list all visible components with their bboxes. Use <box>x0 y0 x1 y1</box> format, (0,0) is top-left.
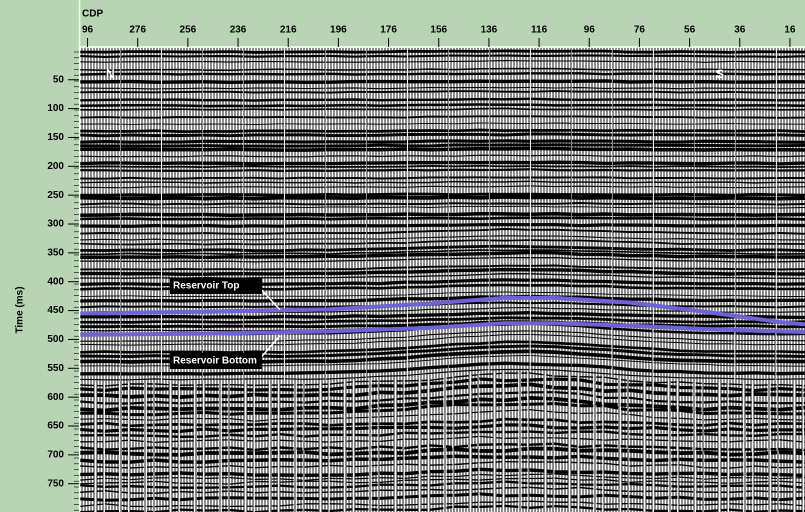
y-axis-label: Time (ms) <box>15 286 26 333</box>
y-tick-label: 500 <box>47 334 64 345</box>
legend-label: Reservoir Bottom <box>173 356 257 367</box>
reflector <box>80 73 805 74</box>
x-tick-label: 56 <box>684 25 696 36</box>
x-tick-label: 136 <box>481 25 498 36</box>
reflector <box>80 141 805 143</box>
x-tick-label: 196 <box>330 25 347 36</box>
south-label: S <box>716 67 724 81</box>
reflector <box>80 214 805 216</box>
reflector <box>80 134 805 136</box>
reflector <box>80 81 805 82</box>
y-tick-label: 550 <box>47 363 64 374</box>
y-tick-label: 100 <box>47 103 64 114</box>
x-tick-label: 116 <box>531 25 548 36</box>
y-tick-label: 50 <box>53 74 65 85</box>
y-tick-label: 250 <box>47 190 64 201</box>
x-tick-label: 256 <box>180 25 197 36</box>
y-tick-label: 350 <box>47 248 64 259</box>
x-tick-label: 276 <box>129 25 146 36</box>
x-tick-label: 156 <box>430 25 447 36</box>
reflector <box>80 51 805 53</box>
x-tick-label: 96 <box>584 25 596 36</box>
reflector <box>80 194 805 195</box>
x-axis-label: CDP <box>82 9 103 20</box>
reflector <box>80 99 805 101</box>
x-tick-label: 96 <box>82 25 94 36</box>
x-tick-label: 76 <box>634 25 646 36</box>
reflector <box>80 130 805 132</box>
reflector <box>80 149 805 151</box>
y-tick-label: 300 <box>47 219 64 230</box>
y-tick-label: 150 <box>47 132 64 143</box>
x-tick-label: 16 <box>784 25 796 36</box>
north-label: N <box>106 67 115 81</box>
x-tick-label: 176 <box>380 25 397 36</box>
x-tick-label: 216 <box>280 25 297 36</box>
reflector <box>80 145 805 146</box>
reflector <box>80 55 805 57</box>
reflector <box>80 197 805 199</box>
y-tick-label: 650 <box>47 421 64 432</box>
y-tick-label: 700 <box>47 450 64 461</box>
y-tick-label: 400 <box>47 276 64 287</box>
chart: CDP Time (ms) N S 50 100 150 200 250 300 350 40… <box>0 0 805 512</box>
x-tick-label: 36 <box>734 25 746 36</box>
reflector <box>80 203 805 205</box>
reflector <box>80 105 805 107</box>
x-tick-label: 236 <box>230 25 247 36</box>
reflector <box>80 218 805 220</box>
y-tick-label: 450 <box>47 305 64 316</box>
y-tick-label: 200 <box>47 161 64 172</box>
legend-label: Reservoir Top <box>173 281 240 292</box>
y-tick-label: 600 <box>47 392 64 403</box>
reflector <box>80 225 805 227</box>
y-tick-label: 750 <box>47 478 64 489</box>
reflector <box>80 162 805 164</box>
